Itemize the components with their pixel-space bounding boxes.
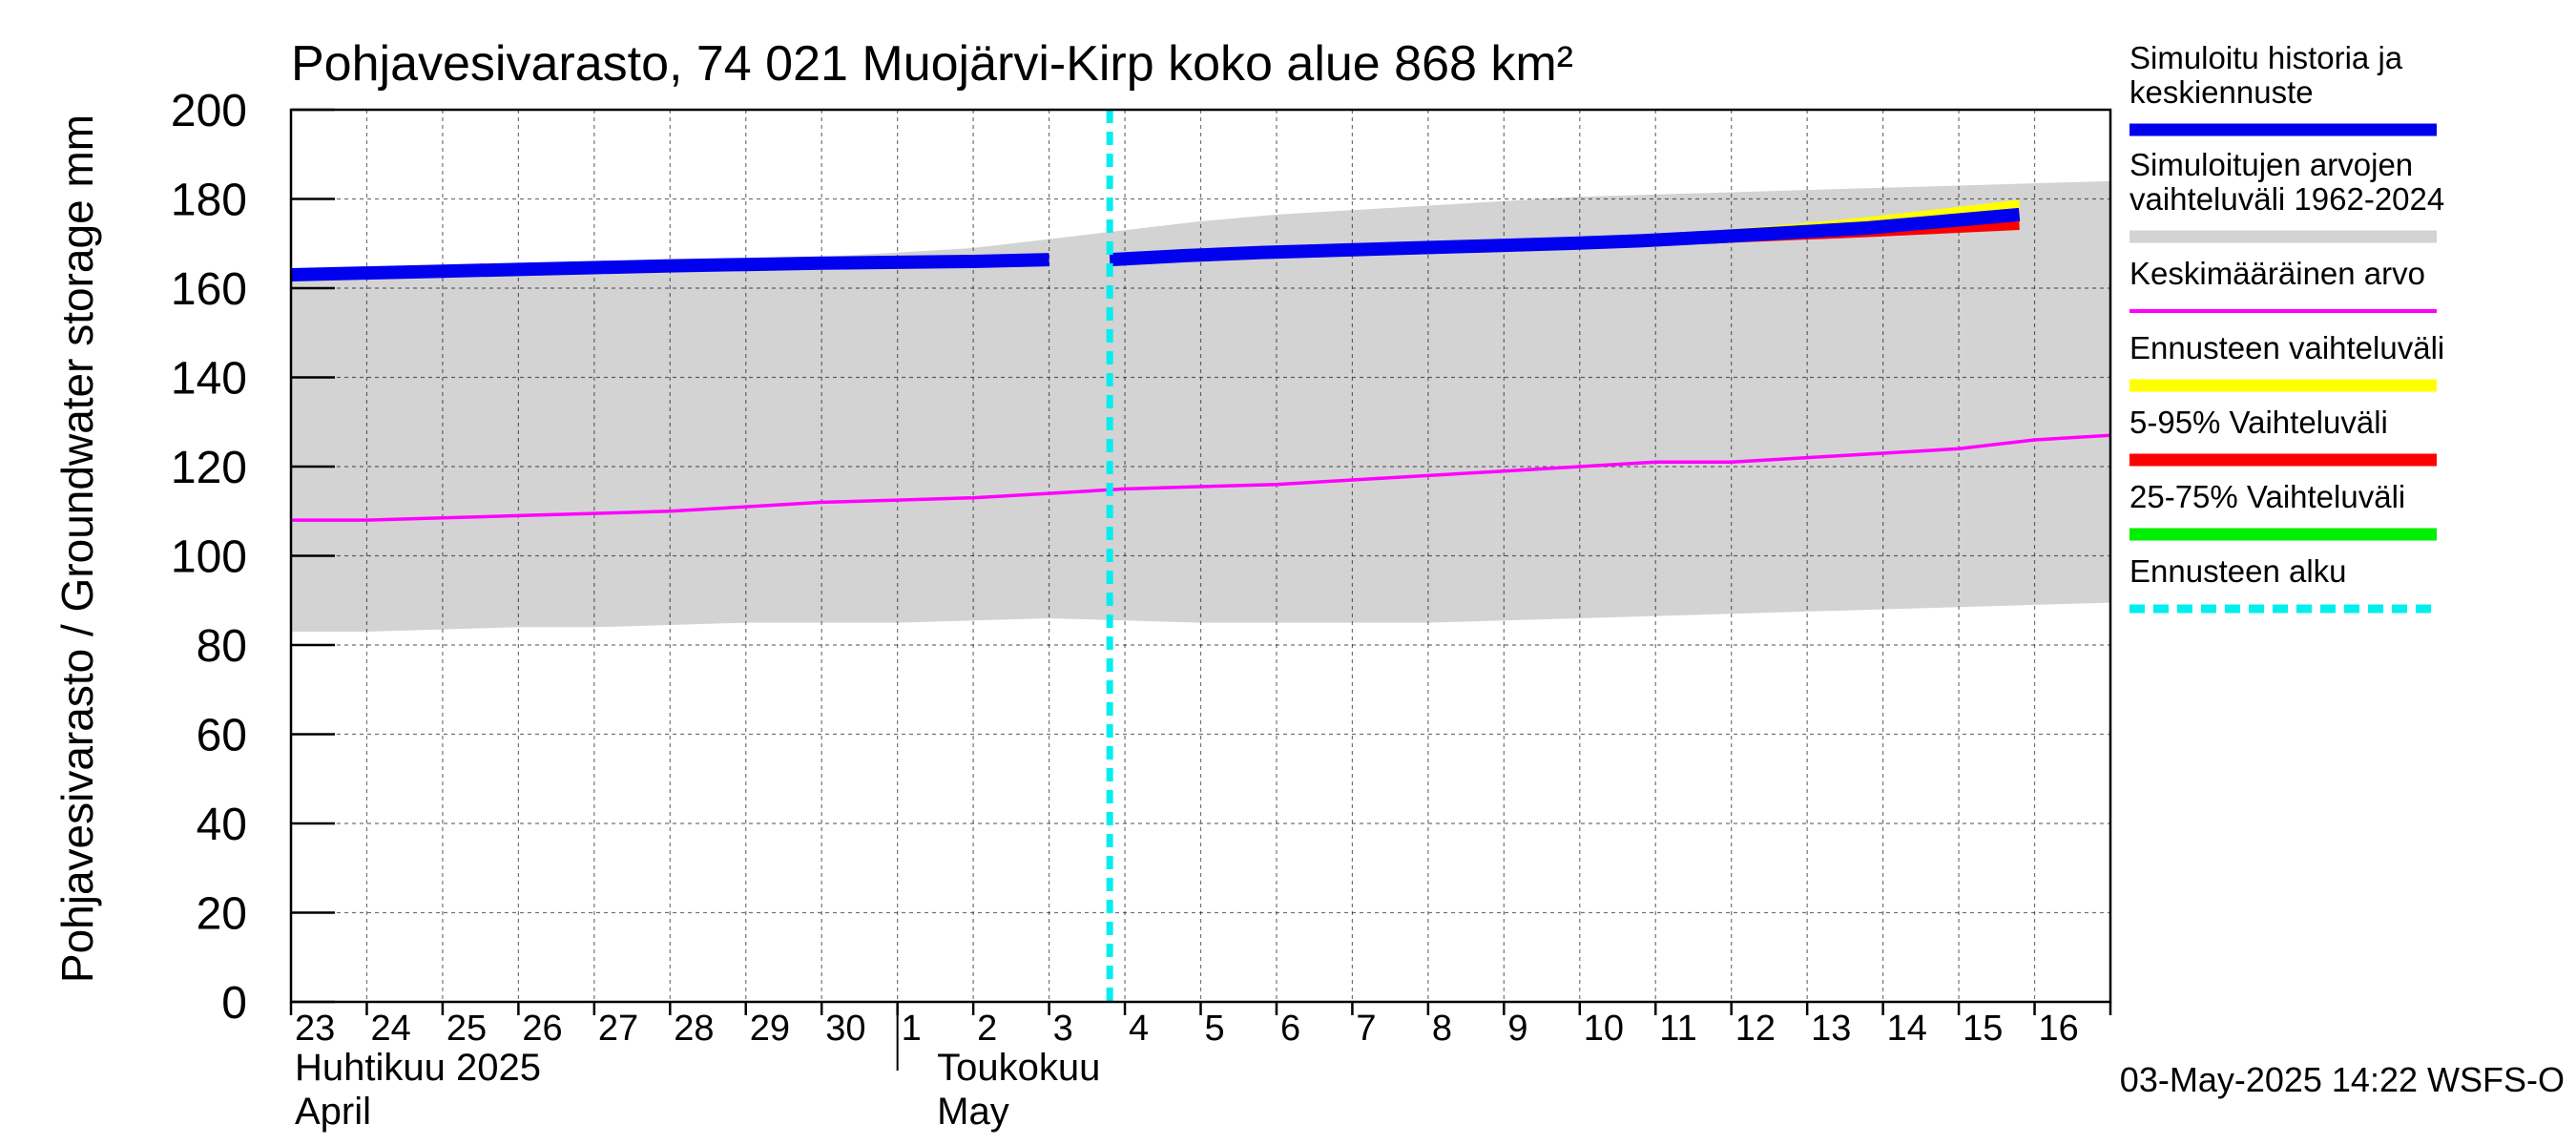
y-tick-label: 0	[221, 978, 247, 1029]
y-axis: 0 20 40 60 80 100 120 140 160 180 200	[171, 86, 335, 1029]
x-tick-label: 4	[1129, 1009, 1149, 1049]
x-tick-label: 9	[1507, 1009, 1527, 1049]
x-tick-label: 16	[2039, 1009, 2079, 1049]
y-tick-label: 120	[171, 443, 247, 493]
x-tick-label: 27	[598, 1009, 638, 1049]
x-tick-label: 13	[1811, 1009, 1851, 1049]
forecast-mean-line	[1109, 207, 2021, 267]
y-tick-label: 160	[171, 264, 247, 315]
legend-label: vaihteluväli 1962-2024	[2129, 181, 2444, 217]
legend-label: Ennusteen alku	[2129, 553, 2347, 589]
x-tick-label: 24	[370, 1009, 410, 1049]
x-tick-label: 29	[750, 1009, 790, 1049]
mean-series-line	[291, 433, 2111, 522]
plot-area	[289, 108, 2112, 1004]
month-label-fi: Huhtikuu 2025	[295, 1047, 541, 1089]
x-tick-label: 7	[1356, 1009, 1376, 1049]
history-series-line	[290, 253, 1049, 281]
x-tick-label: 28	[674, 1009, 714, 1049]
month-label-fi: Toukokuu	[937, 1047, 1100, 1089]
x-tick-label: 2	[977, 1009, 997, 1049]
x-tick-label: 15	[1963, 1009, 2003, 1049]
x-tick-label: 14	[1887, 1009, 1927, 1049]
chart-title: Pohjavesivarasto, 74 021 Muojärvi-Kirp k…	[291, 36, 1573, 92]
x-tick-label: 5	[1205, 1009, 1225, 1049]
month-label-en: April	[295, 1091, 371, 1133]
y-tick-label: 180	[171, 176, 247, 226]
x-tick-label: 3	[1053, 1009, 1073, 1049]
y-tick-label: 60	[197, 711, 247, 761]
y-tick-label: 80	[197, 621, 247, 672]
y-tick-label: 100	[171, 532, 247, 583]
x-tick-label: 23	[295, 1009, 335, 1049]
timestamp: 03-May-2025 14:22 WSFS-O	[2120, 1060, 2565, 1099]
x-axis: 23 24 25 26 27 28 29 30 1 2 3 4 5 6 7 8 9 10 11 12 13 14 15 16	[289, 1002, 2112, 1049]
month-label-en: May	[937, 1091, 1009, 1133]
y-tick-label: 200	[171, 86, 247, 136]
legend-label: keskiennuste	[2129, 74, 2314, 110]
x-tick-label: 6	[1280, 1009, 1300, 1049]
y-tick-label: 140	[171, 354, 247, 405]
legend-label: Keskimääräinen arvo	[2129, 256, 2425, 291]
x-tick-label: 12	[1735, 1009, 1776, 1049]
y-axis-label: Pohjavesivarasto / Groundwater storage m…	[52, 114, 102, 983]
x-tick-label: 8	[1432, 1009, 1452, 1049]
x-tick-label: 30	[825, 1009, 865, 1049]
legend-label: Simuloitujen arvojen	[2129, 147, 2413, 182]
x-tick-label: 10	[1584, 1009, 1624, 1049]
legend-label: Simuloitu historia ja	[2129, 40, 2403, 75]
x-tick-label: 11	[1659, 1009, 1696, 1049]
y-tick-label: 40	[197, 800, 247, 850]
x-tick-label: 26	[522, 1009, 562, 1049]
x-tick-label: 25	[447, 1009, 487, 1049]
y-tick-label: 20	[197, 889, 247, 940]
legend-label: 25-75% Vaihteluväli	[2129, 479, 2405, 514]
legend-label: Ennusteen vaihteluväli	[2129, 330, 2444, 365]
x-tick-label: 1	[902, 1009, 922, 1049]
legend-label: 5-95% Vaihteluväli	[2129, 405, 2388, 440]
